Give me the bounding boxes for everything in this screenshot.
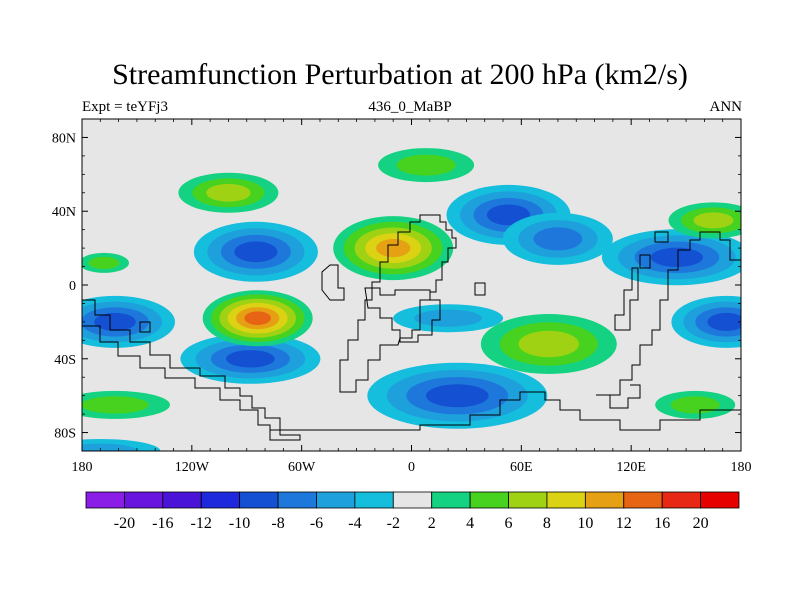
contour-level-positive-16-1 xyxy=(82,396,149,414)
colorbar-box-0 xyxy=(85,491,125,509)
x-tick-label-4: 60E xyxy=(510,460,533,475)
contour-level-negative-5-3 xyxy=(707,312,741,331)
contour-level-positive-10-4 xyxy=(376,239,411,258)
contour-level-positive-17-1 xyxy=(670,396,720,414)
colorbar-label-1: -16 xyxy=(152,515,173,532)
coastline-segment-0 xyxy=(339,214,457,393)
coastline-segment-9 xyxy=(654,231,669,243)
contour-level-negative-2-2 xyxy=(533,227,583,251)
coastline-segment-8 xyxy=(639,254,651,269)
coastline-segment-10 xyxy=(474,282,486,296)
x-tick-label-0: 180 xyxy=(72,460,93,475)
contour-level-negative-0-3 xyxy=(650,247,704,267)
colorbar-label-10: 6 xyxy=(505,515,513,532)
contour-level-positive-15-2 xyxy=(693,212,734,229)
coastline-segment-2 xyxy=(364,287,441,343)
colorbar-label-14: 16 xyxy=(654,515,670,532)
x-tick-label-1: 120W xyxy=(175,460,210,475)
contour-level-positive-12-2 xyxy=(206,183,251,202)
colorbar-box-2 xyxy=(162,491,202,509)
colorbar-box-9 xyxy=(431,491,471,509)
coastline-segment-6 xyxy=(596,384,641,409)
colorbar-box-16 xyxy=(700,491,740,509)
y-tick-label-2: 0 xyxy=(69,279,76,294)
colorbar-box-10 xyxy=(469,491,509,509)
contour-level-positive-11-5 xyxy=(244,311,271,326)
colorbar: -20 -16 -12 -10 -8 -6 -4 -2 2 4 6 8 10 12 16 20 xyxy=(85,491,740,532)
subtitle-right: ANN xyxy=(709,99,743,115)
subtitle-center: 436_0_MaBP xyxy=(368,99,452,115)
coastline-segment-3 xyxy=(82,299,301,441)
colorbar-box-12 xyxy=(546,491,586,509)
colorbar-box-6 xyxy=(316,491,356,509)
colorbar-label-2: -12 xyxy=(191,515,212,532)
contour-level-positive-13-1 xyxy=(396,154,456,176)
colorbar-box-5 xyxy=(277,491,317,509)
colorbar-label-9: 4 xyxy=(466,515,474,532)
contour-level-negative-1-3 xyxy=(486,204,531,226)
y-tick-label-3: 40S xyxy=(54,353,76,368)
contour-level-negative-9-1 xyxy=(82,443,138,451)
colorbar-label-13: 12 xyxy=(616,515,632,532)
contour-level-positive-18-1 xyxy=(88,256,120,270)
colorbar-label-0: -20 xyxy=(114,515,135,532)
coastline-segment-5 xyxy=(596,231,741,396)
x-tick-label-3: 0 xyxy=(408,460,415,475)
coastline-segment-7 xyxy=(614,267,639,331)
colorbar-box-7 xyxy=(354,491,394,509)
chart-title: Streamfunction Perturbation at 200 hPa (… xyxy=(112,58,688,91)
contour-level-negative-6-3 xyxy=(226,350,275,368)
subtitle-left: Expt = teYFj3 xyxy=(82,99,168,115)
x-tick-label-6: 180 xyxy=(731,460,752,475)
colorbar-box-14 xyxy=(623,491,663,509)
colorbar-label-11: 8 xyxy=(543,515,551,532)
colorbar-box-8 xyxy=(392,491,433,509)
coastline-segment-11 xyxy=(139,321,151,333)
colorbar-box-1 xyxy=(124,491,164,509)
coastline-segment-4 xyxy=(270,391,741,431)
axes: 80N 40N 0 40S 80S 180 120W 60W 0 60E 120E 180 xyxy=(52,119,752,475)
colorbar-label-4: -8 xyxy=(271,515,284,532)
x-tick-label-5: 120E xyxy=(616,460,646,475)
colorbar-label-6: -4 xyxy=(348,515,361,532)
colorbar-label-12: 10 xyxy=(577,515,593,532)
y-tick-label-4: 80S xyxy=(54,427,76,442)
y-tick-label-0: 80N xyxy=(52,131,76,146)
coastlines xyxy=(82,214,741,441)
colorbar-label-5: -6 xyxy=(310,515,323,532)
colorbar-label-8: 2 xyxy=(428,515,436,532)
colorbar-label-15: 20 xyxy=(693,515,709,532)
y-tick-label-1: 40N xyxy=(52,205,76,220)
colorbar-box-3 xyxy=(200,491,241,509)
colorbar-box-4 xyxy=(239,491,279,509)
coastline-segment-1 xyxy=(321,264,345,301)
contour-level-negative-8-3 xyxy=(426,384,489,408)
colorbar-label-3: -10 xyxy=(229,515,250,532)
contour-level-positive-14-2 xyxy=(518,330,579,358)
contour-level-negative-4-3 xyxy=(94,312,136,331)
colorbar-box-11 xyxy=(508,491,548,509)
colorbar-box-15 xyxy=(661,491,701,509)
colorbar-box-13 xyxy=(584,491,625,509)
x-tick-label-2: 60W xyxy=(288,460,316,475)
colorbar-label-7: -2 xyxy=(387,515,400,532)
contour-level-negative-3-3 xyxy=(234,241,278,263)
contour-level-negative-7-1 xyxy=(414,309,482,327)
